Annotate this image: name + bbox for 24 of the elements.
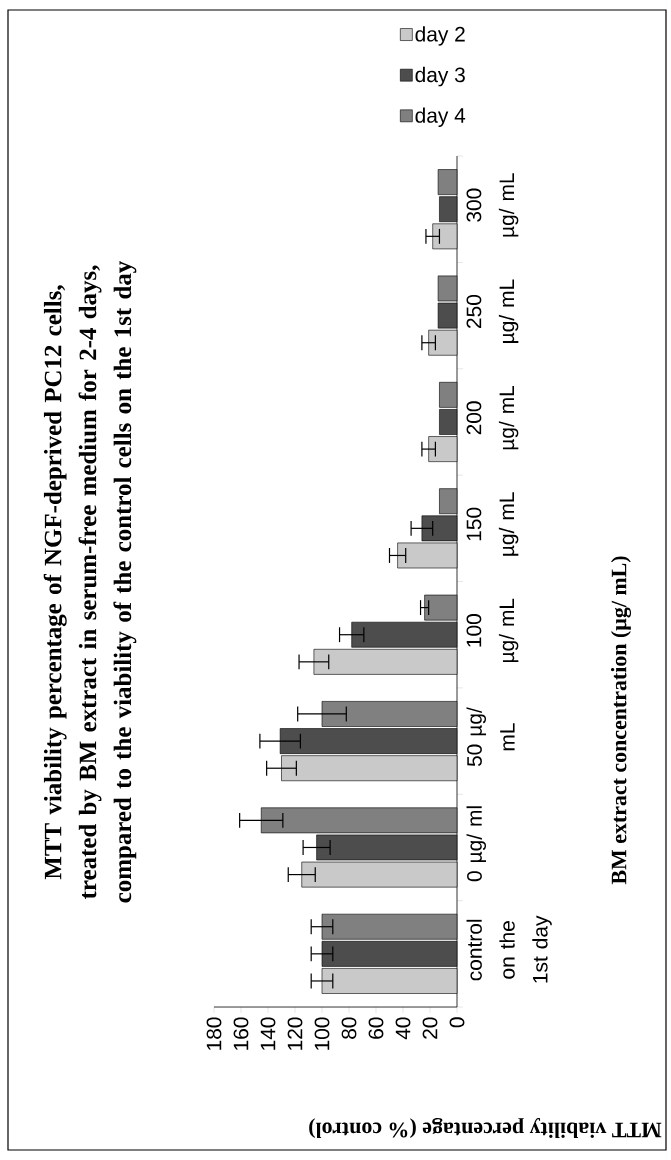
- y-tick-label: control on the 1st day: [466, 915, 552, 983]
- x-tick-label: 100: [314, 1017, 330, 1050]
- y-tick-label: 0 µg/ ml: [466, 806, 487, 882]
- y-tick-label: 50 µg/ mL: [466, 707, 515, 767]
- y-axis-title: BM extract concentration (µg/ mL): [610, 556, 632, 885]
- y-tick-label: 250 µg/ mL: [466, 279, 519, 343]
- x-tick-label: 60: [368, 1017, 384, 1039]
- text: MTT viability percentage of NGF-deprived PC12 cells, treated by BM extract in serum-free medium for 2-4 days, compared to the viability of the control cells on the 1st day: [43, 261, 137, 903]
- legend-label: day 3: [415, 66, 465, 87]
- y-tick-label: 100 µg/ mL: [466, 598, 519, 663]
- y-tick-label: 300 µg/ mL: [466, 173, 519, 237]
- legend-label: day 4: [415, 107, 466, 127]
- x-tick-label: 80: [341, 1017, 357, 1039]
- x-tick-label: 40: [395, 1017, 411, 1040]
- x-tick-label: 140: [260, 1017, 276, 1050]
- x-tick-label: 160: [233, 1017, 249, 1050]
- x-axis-title: MTT viability percentage (% control): [309, 1117, 662, 1139]
- y-tick-label: 150 µg/ mL: [466, 492, 519, 556]
- x-tick-label: 20: [422, 1017, 438, 1039]
- legend-label: day 2: [415, 26, 465, 46]
- y-tick-label: 200 µg/ mL: [466, 385, 519, 450]
- x-tick-label: 120: [287, 1017, 303, 1050]
- x-tick-label: 180: [206, 1017, 222, 1050]
- x-tick-label: 0: [449, 1017, 465, 1028]
